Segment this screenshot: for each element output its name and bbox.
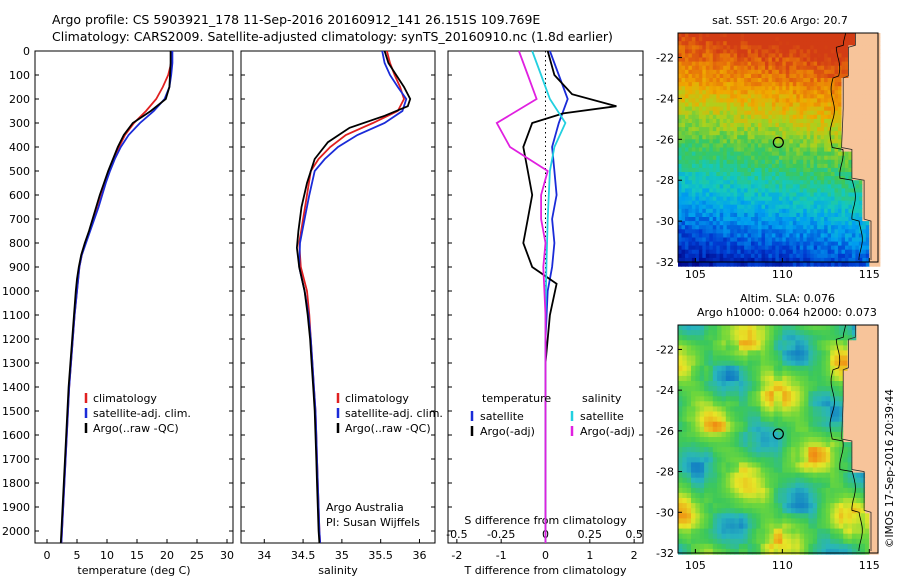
t-diff-tick-label: 1 [586, 549, 593, 562]
y-tick-label: 0 [23, 45, 30, 58]
x-tick-label: 0 [44, 549, 51, 562]
figure-title-line1: Argo profile: CS 5903921_178 11-Sep-2016… [52, 12, 541, 27]
map-lat-label: -28 [656, 174, 674, 187]
panel-0-legend-label: Argo(..raw -QC) [93, 422, 179, 435]
map-lat-label: -30 [656, 215, 674, 228]
y-tick-label: 600 [9, 189, 30, 202]
map-lat-label: -26 [656, 425, 674, 438]
annotation-argo-australia: Argo Australia [326, 501, 404, 514]
sla-map-subtitle: Argo h1000: 0.064 h2000: 0.073 [697, 306, 877, 319]
y-tick-label: 1300 [2, 357, 30, 370]
panel-2-series-3-line [495, 50, 549, 543]
t-diff-tick-label: 0 [542, 549, 549, 562]
figure-title-line2: Climatology: CARS2009. Satellite-adjuste… [52, 29, 613, 44]
y-tick-label: 1900 [2, 501, 30, 514]
diff-legend-label: satellite [480, 410, 524, 423]
y-tick-label: 500 [9, 165, 30, 178]
y-tick-label: 200 [9, 93, 30, 106]
y-tick-label: 1100 [2, 309, 30, 322]
imos-credit: ©IMOS 17-Sep-2016 20:39:44 [884, 389, 896, 548]
t-diff-tick-label: 2 [631, 549, 638, 562]
x-tick-label: 30 [220, 549, 234, 562]
x-tick-label: 10 [100, 549, 114, 562]
coastline [841, 33, 872, 260]
sla-map [678, 325, 879, 555]
x-tick-label: 35 [335, 549, 349, 562]
panel-0-series-2-line [59, 51, 172, 544]
x-tick-label: 35.5 [368, 549, 393, 562]
x-tick-label: 36 [412, 549, 426, 562]
s-diff-tick-label: -0.25 [487, 528, 515, 541]
annotation-pi: PI: Susan Wijffels [326, 516, 420, 529]
map-lat-label: -32 [656, 256, 674, 269]
panel-0-frame [34, 50, 234, 544]
y-tick-label: 700 [9, 213, 30, 226]
panel-0-xlabel: temperature (deg C) [77, 564, 190, 577]
y-tick-label: 1600 [2, 429, 30, 442]
panel-2-xlabel: T difference from climatology [464, 564, 627, 577]
panel-1-legend-label: satellite-adj. clim. [345, 407, 443, 420]
y-tick-label: 1500 [2, 405, 30, 418]
s-diff-tick-label: -0.5 [446, 528, 467, 541]
map-lon-label: 110 [772, 559, 793, 572]
map-lat-label: -24 [656, 384, 674, 397]
t-diff-tick-label: -2 [451, 549, 462, 562]
y-tick-label: 1400 [2, 381, 30, 394]
map-lon-label: 115 [859, 559, 880, 572]
sst-map [678, 33, 881, 267]
y-tick-label: 1200 [2, 333, 30, 346]
shelf-contour [829, 32, 863, 261]
diff-legend-label: Argo(-adj) [580, 425, 635, 438]
map-frame [677, 324, 879, 554]
y-tick-label: 1700 [2, 453, 30, 466]
shelf-contour [829, 324, 863, 552]
sst-map-title: sat. SST: 20.6 Argo: 20.7 [712, 14, 848, 27]
s-diff-tick-label: 0.5 [625, 528, 643, 541]
x-tick-label: 5 [74, 549, 81, 562]
argo-position-marker [772, 136, 784, 149]
y-tick-label: 100 [9, 69, 30, 82]
y-tick-label: 1800 [2, 477, 30, 490]
map-lon-label: 110 [772, 268, 793, 281]
x-tick-label: 25 [190, 549, 204, 562]
x-tick-label: 34 [257, 549, 271, 562]
x-tick-label: 15 [130, 549, 144, 562]
map-lon-label: 105 [685, 268, 706, 281]
y-tick-label: 2000 [2, 525, 30, 538]
panel-0-legend-label: climatology [93, 392, 157, 405]
y-tick-label: 1000 [2, 285, 30, 298]
s-diff-tick-label: 0.25 [578, 528, 603, 541]
diff-legend-label: satellite [580, 410, 624, 423]
diff-legend-label: Argo(-adj) [480, 425, 535, 438]
panel-0-legend-label: satellite-adj. clim. [93, 407, 191, 420]
map-lat-label: -28 [656, 466, 674, 479]
panel-1-legend-label: Argo(..raw -QC) [345, 422, 431, 435]
y-tick-label: 400 [9, 141, 30, 154]
map-lat-label: -24 [656, 92, 674, 105]
map-frame [677, 32, 879, 263]
panel-1-xlabel: salinity [318, 564, 358, 577]
y-tick-label: 900 [9, 261, 30, 274]
legend-title-temperature: temperature [482, 392, 551, 405]
coastline [841, 325, 872, 551]
panel-1-legend-label: climatology [345, 392, 409, 405]
y-tick-label: 800 [9, 237, 30, 250]
map-lat-label: -30 [656, 506, 674, 519]
argo-position-marker [772, 428, 784, 440]
x-tick-label: 34.5 [291, 549, 316, 562]
map-lat-label: -32 [656, 547, 674, 560]
sla-map-title: Altim. SLA: 0.076 [740, 292, 835, 305]
legend-title-salinity: salinity [582, 392, 622, 405]
map-lon-label: 115 [859, 268, 880, 281]
map-lat-label: -26 [656, 133, 674, 146]
map-lon-label: 105 [685, 559, 706, 572]
panel-1-frame [240, 50, 436, 544]
map-lat-label: -22 [656, 343, 674, 356]
t-diff-tick-label: -1 [496, 549, 507, 562]
panel-1-series-2-line [295, 50, 412, 544]
x-tick-label: 20 [160, 549, 174, 562]
y-tick-label: 300 [9, 117, 30, 130]
map-lat-label: -22 [656, 52, 674, 65]
